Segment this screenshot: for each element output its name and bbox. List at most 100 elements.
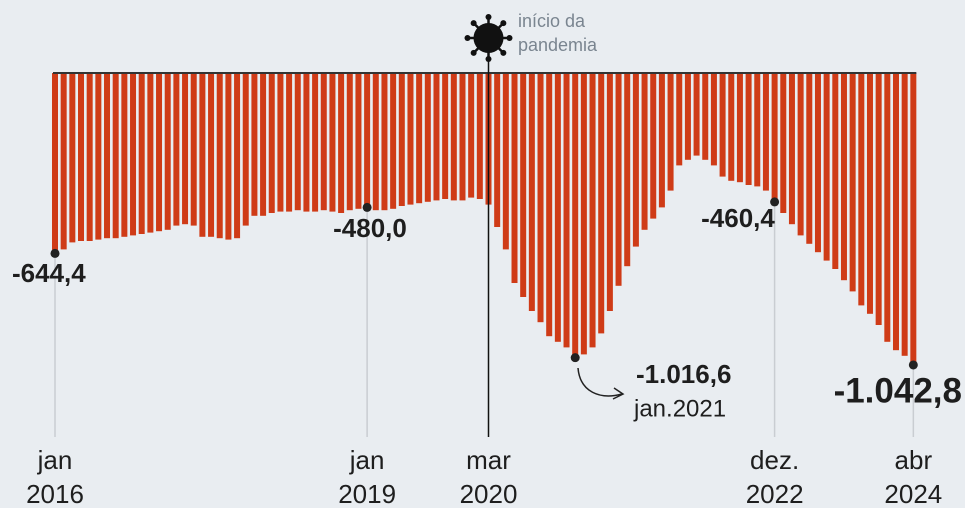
value-dot — [770, 197, 780, 207]
bar — [286, 73, 293, 212]
bar — [624, 73, 631, 267]
bar — [641, 73, 648, 230]
bar — [320, 73, 327, 211]
bar — [589, 73, 596, 348]
value-label: -480,0 — [333, 213, 407, 243]
bar — [433, 73, 440, 201]
bar — [164, 73, 171, 230]
bar — [797, 73, 804, 236]
bar — [346, 73, 353, 211]
bar — [537, 73, 544, 323]
virus-spike-tip — [470, 20, 477, 27]
bar — [849, 73, 856, 292]
bar — [580, 73, 587, 355]
bar — [312, 73, 319, 212]
value-dot — [908, 360, 918, 370]
bar — [606, 73, 613, 311]
bar — [294, 73, 301, 211]
bar — [572, 73, 579, 358]
value-dot — [570, 353, 580, 363]
value-label: -460,4 — [701, 203, 775, 233]
bar — [468, 73, 475, 198]
bar — [823, 73, 830, 261]
bar — [875, 73, 882, 325]
virus-body — [473, 23, 504, 53]
bar — [702, 73, 709, 160]
bar — [95, 73, 102, 240]
value-dot — [50, 248, 60, 258]
bar — [546, 73, 553, 337]
bar — [277, 73, 284, 212]
bar — [884, 73, 891, 342]
bar — [121, 73, 128, 237]
bar — [424, 73, 431, 202]
bar — [728, 73, 735, 181]
x-tick-label: abr 2024 — [884, 445, 942, 508]
annotation-note: jan.2021 — [633, 395, 726, 422]
value-dot — [362, 202, 372, 212]
bar — [78, 73, 85, 241]
bar — [736, 73, 743, 183]
bar — [892, 73, 899, 351]
bar — [329, 73, 336, 212]
bar — [225, 73, 232, 240]
bar — [303, 73, 310, 212]
bar — [52, 73, 58, 254]
bar — [866, 73, 873, 314]
bar — [840, 73, 847, 281]
pandemic-label: início da — [518, 11, 586, 31]
bar — [260, 73, 267, 216]
bar — [216, 73, 223, 239]
bar — [502, 73, 509, 250]
bar — [86, 73, 93, 241]
bar — [251, 73, 258, 216]
x-tick-label: dez. 2022 — [746, 445, 804, 508]
bar — [780, 73, 787, 213]
virus-spike-tip — [500, 49, 507, 56]
bar — [355, 73, 362, 209]
virus-icon — [464, 14, 513, 62]
bar — [771, 73, 778, 202]
value-label: -1.016,6 — [636, 359, 731, 389]
bar — [788, 73, 795, 225]
bar — [762, 73, 769, 191]
annotation-arrowhead — [612, 387, 625, 400]
bar — [190, 73, 197, 226]
bar — [667, 73, 674, 191]
virus-spike-tip — [470, 49, 477, 56]
bar — [147, 73, 154, 233]
bar — [563, 73, 570, 348]
bar — [632, 73, 639, 247]
bar — [814, 73, 821, 253]
bar — [459, 73, 466, 201]
bar — [112, 73, 119, 239]
bar — [156, 73, 163, 232]
bar — [242, 73, 249, 226]
bar — [494, 73, 501, 227]
virus-spike-tip — [464, 35, 471, 41]
pandemic-label: pandemia — [518, 35, 598, 55]
bar — [658, 73, 665, 208]
bar — [398, 73, 405, 206]
bar — [338, 73, 345, 213]
bar — [684, 73, 691, 160]
bar — [208, 73, 215, 237]
bar — [138, 73, 145, 234]
bar — [910, 73, 917, 365]
bar — [199, 73, 206, 237]
virus-spike-tip — [485, 56, 492, 62]
value-label: -644,4 — [12, 258, 86, 288]
bar — [364, 73, 371, 208]
bar — [858, 73, 865, 306]
bar — [901, 73, 908, 356]
bar — [450, 73, 457, 201]
bar — [806, 73, 813, 244]
bar — [745, 73, 752, 185]
bar — [381, 73, 388, 211]
bar — [407, 73, 414, 205]
bar — [390, 73, 397, 209]
virus-spike-tip — [500, 20, 507, 27]
virus-spike-tip — [485, 14, 492, 20]
bar — [615, 73, 622, 286]
